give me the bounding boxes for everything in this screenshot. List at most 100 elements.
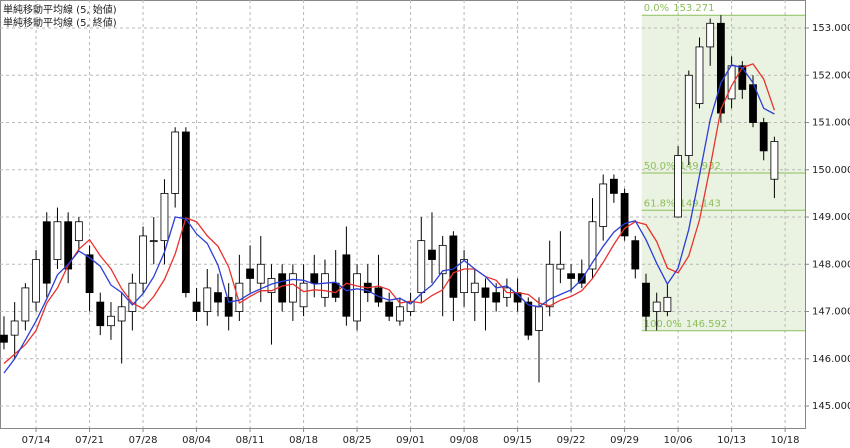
candle-body [417, 240, 426, 294]
candle-body [652, 301, 661, 312]
candle-body [139, 235, 147, 284]
ma-line [3, 63, 776, 364]
candle-body [609, 178, 618, 194]
candle-body [631, 240, 640, 270]
candle-body [160, 192, 169, 242]
plot-area [0, 0, 806, 429]
x-tick-label: 07/14 [22, 435, 51, 446]
candle-body [620, 192, 629, 237]
y-tick-label: 148.000 [812, 259, 850, 270]
y-tick-label: 153.000 [812, 23, 850, 34]
candle-body [96, 301, 105, 327]
candle-body [214, 292, 222, 303]
candle-body [524, 301, 533, 336]
candle-body [406, 301, 415, 312]
x-tick-label: 07/21 [75, 435, 104, 446]
x-tick-label: 08/18 [289, 435, 318, 446]
candle-body [695, 46, 704, 105]
candle-body [128, 282, 137, 312]
x-tick-label: 08/25 [343, 435, 372, 446]
x-tick-label: 07/28 [129, 435, 158, 446]
candle-body [460, 259, 468, 294]
candle-body [749, 84, 757, 123]
candle-body [235, 282, 244, 312]
legend: 単純移動平均線 (5, 始値)単純移動平均線 (5, 終値) [3, 3, 117, 29]
candle-body [42, 221, 51, 284]
y-tick-label: 145.000 [812, 401, 850, 412]
x-tick-label: 09/29 [610, 435, 639, 446]
x-tick-label: 10/18 [771, 435, 800, 446]
candle-body [470, 282, 479, 294]
candle-body [492, 292, 501, 303]
x-tick-label: 10/13 [717, 435, 746, 446]
x-tick-label: 08/04 [182, 435, 211, 446]
candle-body [149, 240, 158, 243]
candle-body [567, 273, 575, 279]
candle-body [288, 273, 297, 303]
candle-body [171, 131, 180, 194]
candle-body [10, 320, 19, 336]
fib-value: 146.592 [686, 319, 727, 330]
x-tick-label: 09/01 [396, 435, 425, 446]
fib-percent: 50.0% [644, 161, 676, 172]
candle-body [674, 155, 682, 218]
fib-value: 149.143 [679, 198, 720, 209]
candle-body [481, 287, 490, 298]
y-tick-label: 152.000 [812, 70, 850, 81]
candle-body [32, 259, 40, 303]
fib-percent: 61.8% [644, 198, 676, 209]
x-tick-label: 09/22 [557, 435, 586, 446]
fib-value: 153.271 [673, 3, 714, 14]
candle-body [53, 221, 62, 260]
candle-body [117, 306, 126, 322]
x-tick-label: 10/06 [664, 435, 693, 446]
fib-label: 0.0% 153.271 [644, 3, 715, 14]
candle-body [192, 301, 201, 312]
candle-body [74, 221, 83, 242]
y-tick-label: 150.000 [812, 165, 850, 176]
candle-body [545, 263, 554, 308]
candle-body [353, 273, 361, 322]
legend-entry: 単純移動平均線 (5, 始値) [3, 3, 117, 16]
candle-body [181, 131, 190, 294]
candle-body [0, 334, 8, 343]
candle-body [770, 141, 779, 180]
candle-body [438, 244, 447, 275]
candle-body [246, 268, 254, 279]
candle-body [663, 296, 672, 312]
candle-body [759, 122, 768, 152]
fib-percent: 100.0% [644, 319, 682, 330]
candle-body [256, 263, 265, 284]
candle-body [706, 22, 715, 48]
x-tick-label: 08/11 [236, 435, 265, 446]
candle-body [299, 282, 308, 308]
candle-body [203, 287, 212, 312]
legend-entry: 単純移動平均線 (5, 終値) [3, 16, 117, 29]
ma-line [3, 64, 775, 374]
candle-body [716, 22, 725, 114]
y-tick-label: 147.000 [812, 307, 850, 318]
fib-label: 50.0% 149.932 [644, 161, 721, 172]
candle-body [642, 282, 650, 317]
candle-body [738, 65, 747, 90]
candle-body [556, 263, 565, 270]
candle-body [107, 315, 115, 327]
candle-body [64, 221, 73, 270]
x-tick-label: 09/08 [450, 435, 479, 446]
candle-body [395, 306, 404, 322]
candle-body [321, 273, 329, 298]
y-tick-label: 151.000 [812, 118, 850, 129]
candle-body [428, 249, 436, 260]
candle-body [85, 254, 94, 294]
candle-body [310, 273, 319, 284]
x-tick-label: 09/15 [503, 435, 532, 446]
candle-body [599, 183, 608, 227]
candle-body [21, 287, 30, 322]
fib-percent: 0.0% [644, 3, 669, 14]
candle-body [588, 221, 597, 270]
candle-body [224, 296, 233, 317]
candle-body [278, 273, 287, 303]
y-tick-label: 149.000 [812, 212, 850, 223]
fib-value: 149.932 [679, 161, 720, 172]
